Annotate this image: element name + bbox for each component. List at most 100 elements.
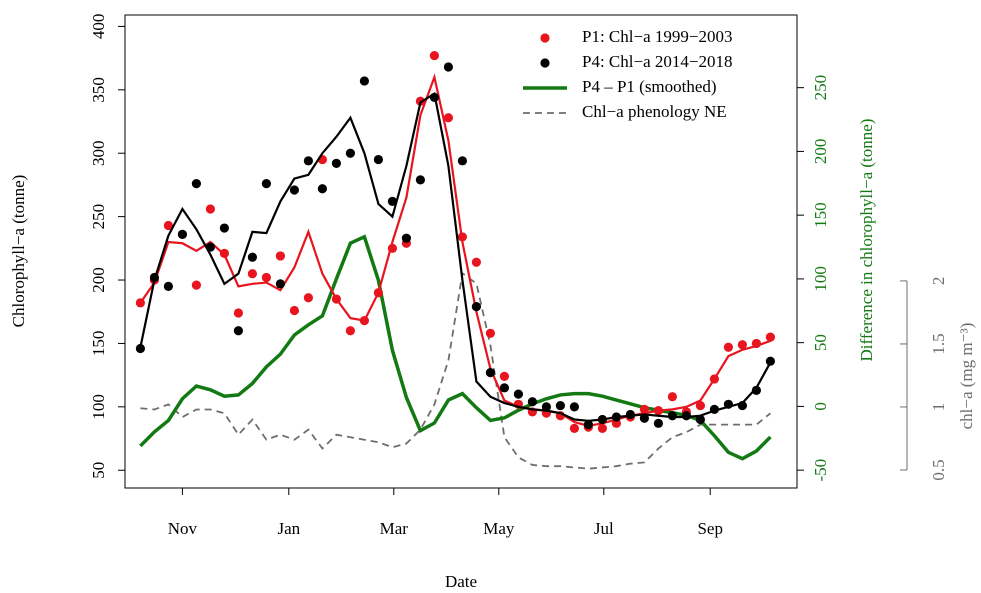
y-tick-label: 400: [89, 14, 108, 40]
y2-tick-label: 200: [811, 139, 830, 165]
y2-tick-label: 50: [811, 334, 830, 351]
data-point: [135, 298, 145, 308]
data-point: [261, 179, 271, 189]
y2-tick-label: 150: [811, 202, 830, 228]
data-point: [429, 92, 439, 103]
data-point: [149, 272, 159, 283]
data-point: [653, 406, 664, 416]
data-point: [303, 156, 313, 166]
y2-tick-label: 250: [811, 75, 830, 101]
data-point: [723, 342, 734, 352]
y-tick-label: 150: [89, 331, 108, 357]
data-point: [765, 332, 776, 342]
x-tick-label: May: [483, 519, 515, 538]
data-point: [387, 243, 397, 253]
data-point: [555, 400, 566, 411]
data-point: [205, 204, 215, 214]
y2-tick-label: 100: [811, 266, 830, 292]
data-point: [275, 279, 285, 289]
data-point: [163, 220, 173, 231]
x-tick-label: Jan: [277, 519, 300, 538]
legend-marker: [540, 33, 550, 43]
data-point: [695, 400, 706, 411]
data-point: [331, 294, 341, 304]
y-tick-label: 50: [89, 462, 108, 479]
data-point: [569, 402, 580, 412]
data-point: [611, 412, 622, 422]
y-tick-label: 350: [89, 77, 108, 103]
x-tick-label: Sep: [697, 519, 723, 538]
data-point: [709, 404, 720, 414]
data-point: [275, 251, 285, 261]
data-point: [443, 113, 453, 123]
data-point: [289, 305, 299, 316]
data-point: [499, 371, 509, 382]
data-point: [219, 248, 229, 259]
data-point: [765, 356, 776, 366]
y3-axis-label: chl−a (mg m⁻³): [957, 323, 976, 430]
data-point: [597, 414, 608, 425]
x-tick-label: Jul: [594, 519, 614, 538]
data-point: [541, 402, 552, 412]
data-point: [359, 316, 369, 326]
data-point: [527, 397, 538, 407]
data-point: [303, 293, 313, 303]
data-point: [639, 404, 650, 414]
series-line: [140, 271, 771, 470]
data-point: [429, 50, 439, 61]
data-point: [359, 76, 369, 86]
data-point: [415, 175, 425, 185]
y2-axis-label: Difference in chlorophyll−a (tonne): [857, 119, 876, 362]
data-point: [723, 399, 734, 409]
data-point: [373, 288, 383, 298]
data-point: [317, 184, 327, 194]
plot-frame: [124, 14, 798, 489]
data-point: [191, 280, 201, 290]
data-point: [373, 154, 383, 165]
data-point: [499, 383, 509, 393]
legend-label: P1: Chl−a 1999−2003: [582, 27, 732, 46]
data-point: [457, 156, 467, 166]
data-point: [457, 232, 467, 242]
data-point: [135, 343, 145, 354]
data-point: [163, 281, 173, 291]
data-point: [233, 308, 243, 318]
data-point: [331, 158, 341, 168]
data-point: [345, 148, 355, 158]
data-point: [625, 409, 636, 420]
data-point: [695, 414, 706, 425]
legend-label: Chl−a phenology NE: [582, 102, 727, 121]
data-point: [345, 326, 355, 336]
data-point: [639, 413, 650, 423]
data-point: [653, 418, 664, 428]
legend-label: P4: Chl−a 2014−2018: [582, 52, 732, 71]
data-point: [583, 419, 594, 430]
data-point: [177, 229, 187, 239]
y-tick-label: 300: [89, 140, 108, 166]
data-point: [751, 385, 762, 395]
data-point: [611, 418, 622, 428]
data-point: [261, 272, 271, 283]
data-point: [289, 185, 299, 195]
data-point: [569, 423, 580, 433]
data-point: [471, 257, 481, 267]
x-tick-label: Nov: [168, 519, 198, 538]
legend-label: P4 – P1 (smoothed): [582, 77, 717, 96]
data-point: [387, 196, 397, 207]
data-point: [443, 62, 453, 72]
data-point: [247, 252, 257, 262]
y3-tick-label: 2: [929, 277, 948, 286]
data-point: [205, 242, 215, 252]
series-line: [139, 73, 771, 427]
series-line: [139, 234, 772, 461]
data-point: [737, 340, 748, 350]
data-point: [219, 223, 229, 233]
data-point: [667, 411, 678, 421]
y2-tick-label: 0: [811, 402, 830, 411]
data-point: [597, 423, 608, 433]
y3-tick-label: 0.5: [929, 459, 948, 480]
legend-marker: [540, 58, 550, 68]
data-point: [681, 411, 692, 421]
